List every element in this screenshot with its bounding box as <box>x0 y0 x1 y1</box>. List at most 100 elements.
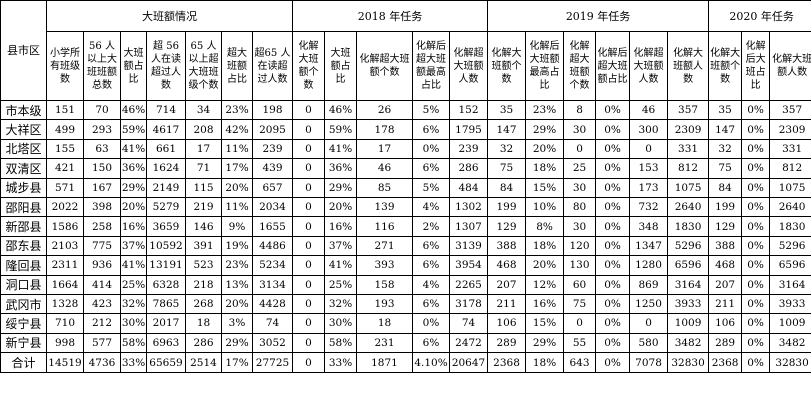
table-cell: 643 <box>563 352 597 374</box>
table-cell: 1075 <box>667 177 710 198</box>
table-cell: 15% <box>525 177 565 198</box>
table-cell: 869 <box>629 274 669 295</box>
table-cell: 32830 <box>667 352 710 374</box>
table-cell: 571 <box>46 177 84 198</box>
table-cell: 2309 <box>667 119 710 140</box>
table-cell: 0% <box>595 313 631 334</box>
table-cell: 661 <box>146 138 186 160</box>
table-cell: 2095 <box>252 119 293 140</box>
county-class-size-table: 县市区 大班额情况 2018 年任务 2019 年任务 2020 年任务 小学所… <box>0 0 811 374</box>
table-cell: 2% <box>412 216 450 237</box>
table-cell: 15% <box>525 313 565 334</box>
table-cell: 0 <box>292 119 325 140</box>
table-cell: 484 <box>448 177 489 198</box>
column-header: 化解超大班额个数 <box>356 31 413 101</box>
table-cell: 2103 <box>46 235 84 257</box>
table-cell: 18% <box>525 352 565 374</box>
table-row: 邵东县 2103 775 37% 10592 391 19% 4486 0 37% 271 6% 313… <box>0 235 811 257</box>
table-cell: 193 <box>356 293 413 315</box>
table-cell: 0% <box>741 158 771 179</box>
table-cell: 2034 <box>252 196 293 218</box>
column-header: 化解后大班额最高占比 <box>525 31 565 101</box>
table-cell: 0 <box>292 293 325 315</box>
table-row: 新宁县 998 577 58% 6963 286 29% 3052 0 58% 231 6% 2472 2… <box>0 332 811 354</box>
table-cell: 1830 <box>769 216 811 237</box>
table-cell: 0 <box>292 177 325 198</box>
table-cell: 41% <box>120 255 147 276</box>
table-cell: 657 <box>252 177 293 198</box>
table-cell: 1328 <box>46 293 84 315</box>
table-cell: 75 <box>708 158 743 179</box>
table-cell: 1075 <box>769 177 811 198</box>
table-cell: 258 <box>83 216 121 237</box>
table-cell: 36% <box>120 158 147 179</box>
table-cell: 151 <box>46 99 84 121</box>
county-name-cell: 大祥区 <box>0 119 47 140</box>
table-cell: 147 <box>708 119 743 140</box>
table-cell: 4486 <box>252 235 293 257</box>
table-row: 洞口县 1664 414 25% 6328 218 13% 3134 0 25% 158 4% 2265… <box>0 274 811 295</box>
table-cell: 33% <box>120 352 147 374</box>
county-name-cell: 北塔区 <box>0 138 47 160</box>
table-cell: 19% <box>221 235 253 257</box>
table-cell: 0 <box>292 99 325 121</box>
table-cell: 331 <box>769 138 811 160</box>
table-cell: 1664 <box>46 274 84 295</box>
table-cell: 71 <box>185 158 222 179</box>
table-cell: 29% <box>221 332 253 354</box>
table-cell: 6% <box>412 235 450 257</box>
table-cell: 17% <box>221 352 253 374</box>
table-cell: 357 <box>667 99 710 121</box>
table-row: 武冈市 1328 423 32% 7865 268 20% 4428 0 32% 193 6% 3178… <box>0 293 811 315</box>
table-cell: 46% <box>324 99 357 121</box>
table-cell: 388 <box>487 235 527 257</box>
table-cell: 812 <box>667 158 710 179</box>
column-header: 小学所有班级数 <box>46 31 84 101</box>
table-cell: 2149 <box>146 177 186 198</box>
table-cell: 398 <box>83 196 121 218</box>
table-cell: 42% <box>221 119 253 140</box>
table-cell: 393 <box>356 255 413 276</box>
table-cell: 0% <box>741 119 771 140</box>
table-cell: 32830 <box>769 352 811 374</box>
table-cell: 414 <box>83 274 121 295</box>
table-cell: 18 <box>185 313 222 334</box>
table-cell: 1586 <box>46 216 84 237</box>
table-cell: 35 <box>708 99 743 121</box>
table-cell: 0 <box>629 138 669 160</box>
table-cell: 2265 <box>448 274 489 295</box>
table-cell: 4428 <box>252 293 293 315</box>
table-cell: 0 <box>292 138 325 160</box>
table-cell: 4736 <box>83 352 121 374</box>
table-cell: 11% <box>221 138 253 160</box>
table-cell: 5% <box>412 99 450 121</box>
table-cell: 155 <box>46 138 84 160</box>
table-cell: 8% <box>525 216 565 237</box>
table-cell: 16% <box>324 216 357 237</box>
table-cell: 130 <box>563 255 597 276</box>
table-cell: 2514 <box>185 352 222 374</box>
table-cell: 499 <box>46 119 84 140</box>
table-cell: 0 <box>629 313 669 334</box>
table-cell: 14519 <box>46 352 84 374</box>
table-cell: 106 <box>708 313 743 334</box>
table-cell: 152 <box>448 99 489 121</box>
county-name-cell: 新邵县 <box>0 216 47 237</box>
table-cell: 199 <box>487 196 527 218</box>
table-row: 隆回县 2311 936 41% 13191 523 23% 5234 0 41% 393 6% 395… <box>0 255 811 276</box>
table-cell: 439 <box>252 158 293 179</box>
table-cell: 6328 <box>146 274 186 295</box>
table-cell: 3659 <box>146 216 186 237</box>
table-cell: 139 <box>356 196 413 218</box>
table-cell: 26 <box>356 99 413 121</box>
table-cell: 293 <box>83 119 121 140</box>
column-header: 化解大班额个数 <box>708 31 743 101</box>
table-cell: 32 <box>708 138 743 160</box>
table-cell: 178 <box>356 119 413 140</box>
table-cell: 5296 <box>667 235 710 257</box>
table-cell: 1347 <box>629 235 669 257</box>
table-cell: 211 <box>708 293 743 315</box>
table-cell: 6596 <box>667 255 710 276</box>
table-cell: 3954 <box>448 255 489 276</box>
table-cell: 286 <box>448 158 489 179</box>
